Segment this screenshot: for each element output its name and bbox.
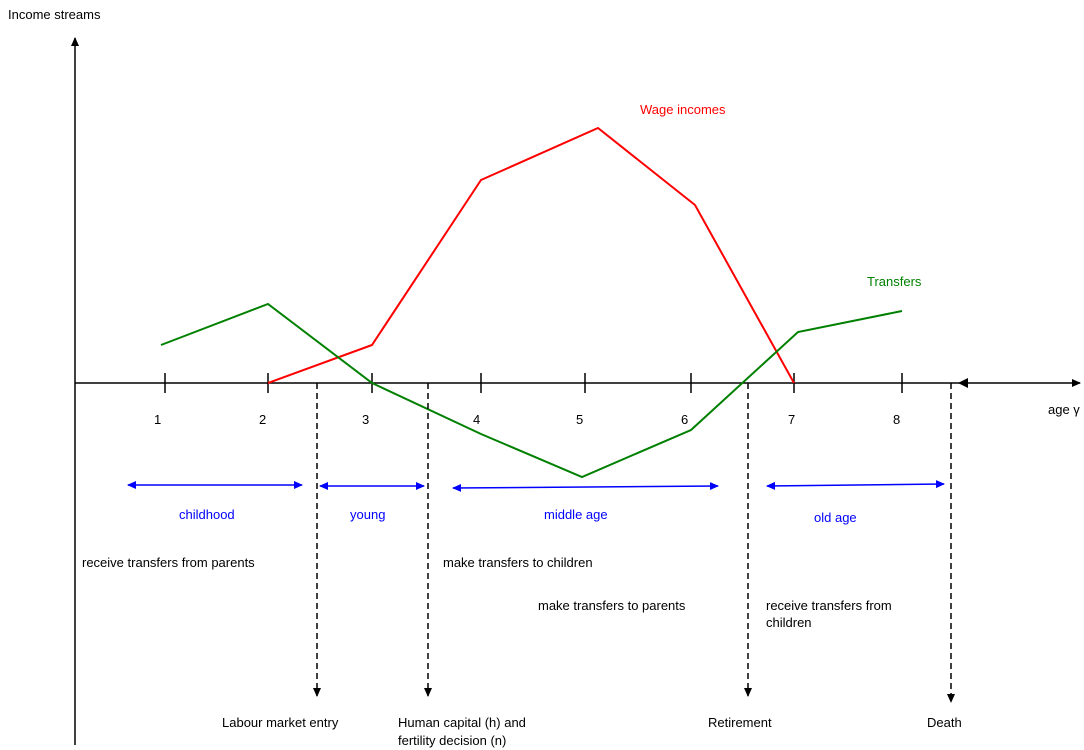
tick-labels: 1 2 3 4 5 6 7 8 — [154, 412, 900, 427]
phase-arrows — [127, 480, 945, 492]
tick-label: 8 — [893, 412, 900, 427]
event-labels: Labour market entry Human capital (h) an… — [222, 715, 962, 748]
note-make-to-children: make transfers to children — [443, 555, 593, 570]
event-label-death: Death — [927, 715, 962, 730]
y-axis-label: Income streams — [8, 7, 101, 22]
tick-label: 1 — [154, 412, 161, 427]
note-make-to-parents: make transfers to parents — [538, 598, 686, 613]
old-age-arrow — [766, 480, 945, 490]
event-label-labour-market-entry: Labour market entry — [222, 715, 339, 730]
note-receive-from-children: receive transfers from children — [766, 598, 895, 630]
wage-incomes-line — [267, 126, 795, 384]
note-receive-from-parents: receive transfers from parents — [82, 555, 255, 570]
tick-label: 2 — [259, 412, 266, 427]
event-label-human-capital-line1: Human capital (h) and — [398, 715, 526, 730]
transfers-label: Transfers — [867, 274, 922, 289]
phase-label-childhood: childhood — [179, 507, 235, 522]
transfer-notes: receive transfers from parents make tran… — [82, 555, 895, 630]
axis-end-arrowhead — [958, 378, 968, 388]
phase-labels: childhood young middle age old age — [179, 507, 857, 525]
tick-label: 3 — [362, 412, 369, 427]
note-receive-from-children-text-line2: children — [766, 615, 812, 630]
event-label-retirement: Retirement — [708, 715, 772, 730]
phase-label-middle-age: middle age — [544, 507, 608, 522]
event-label-human-capital-line2: fertility decision (n) — [398, 733, 506, 748]
tick-label: 4 — [473, 412, 480, 427]
middle-age-arrow — [452, 482, 719, 492]
tick-label: 7 — [788, 412, 795, 427]
transfers-line — [160, 302, 903, 479]
phase-label-young: young — [350, 507, 385, 522]
tick-label: 6 — [681, 412, 688, 427]
phase-label-old-age: old age — [814, 510, 857, 525]
wage-incomes-label: Wage incomes — [640, 102, 726, 117]
event-markers — [313, 383, 955, 703]
x-axis-label: age γ — [1048, 402, 1080, 417]
note-receive-from-children-text: receive transfers from — [766, 598, 892, 613]
tick-label: 5 — [576, 412, 583, 427]
